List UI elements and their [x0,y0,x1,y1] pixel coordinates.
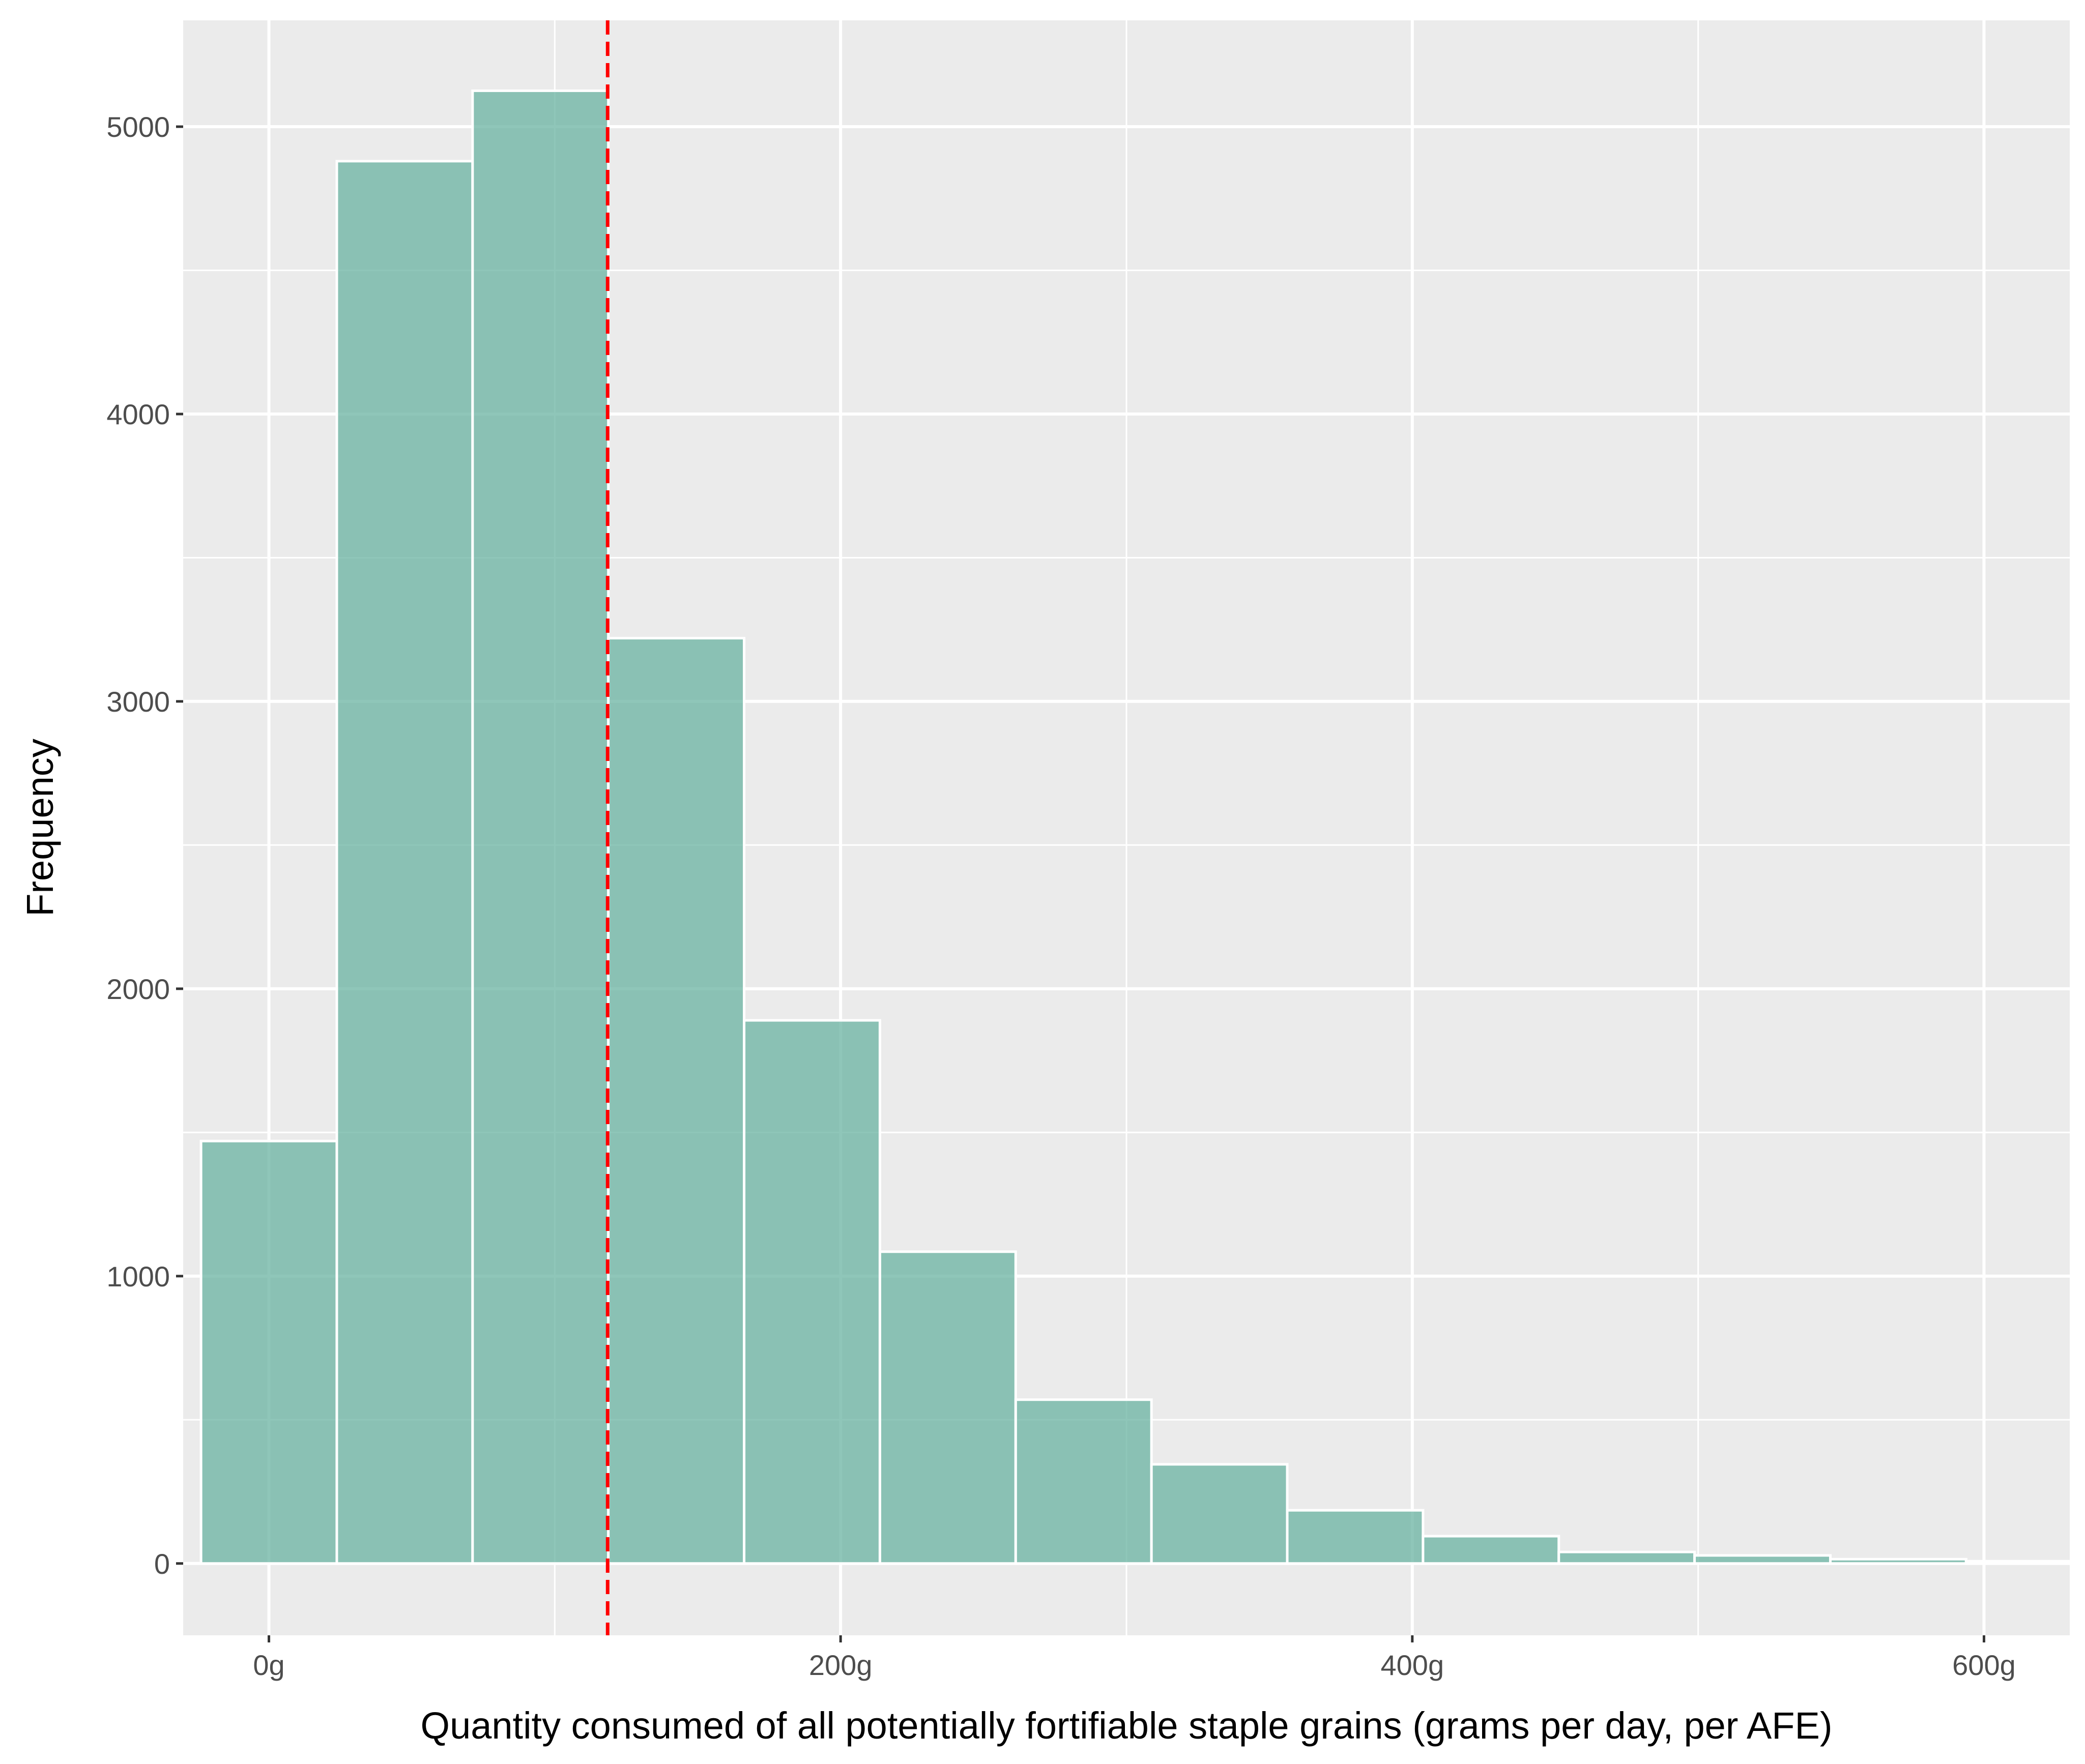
x-tick-label: 400g [1381,1649,1444,1681]
y-tick-label: 2000 [106,973,170,1005]
histogram-bar [878,1250,1017,1565]
histogram-bar [199,1139,338,1565]
histogram-bar [335,160,474,1565]
histogram-bar [1829,1557,1967,1565]
x-tick-label: 600g [1952,1649,2016,1681]
histogram-bar [1422,1535,1560,1565]
histogram-bar [1693,1554,1832,1565]
histogram-bar [743,1019,881,1565]
histogram-bar [1964,1560,2071,1565]
histogram-bar [1150,1463,1289,1565]
y-tick-label: 5000 [106,111,170,143]
y-tick-label: 0 [154,1548,170,1580]
histogram-bar [1286,1509,1425,1565]
histogram-bar [1014,1398,1153,1565]
y-axis: 0 1000 2000 3000 4000 5000 [106,111,183,1580]
y-tick-label: 3000 [106,686,170,718]
x-tick-label: 200g [809,1649,873,1681]
histogram-bar [471,89,610,1565]
y-axis-title: Frequency [19,739,61,917]
histogram-bar [1557,1550,1696,1565]
histogram-bars [199,89,2071,1565]
histogram-bar [607,637,746,1565]
x-axis-title: Quantity consumed of all potentially for… [421,1704,1833,1747]
y-tick-label: 1000 [106,1260,170,1292]
y-tick-label: 4000 [106,398,170,430]
x-tick-label: 0g [253,1649,284,1681]
x-axis: 0g 200g 400g 600g [253,1635,2016,1681]
